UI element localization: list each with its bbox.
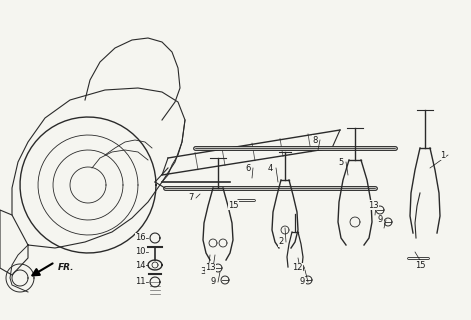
Text: 14: 14 bbox=[135, 260, 146, 269]
Text: 9: 9 bbox=[300, 277, 305, 286]
Text: 13: 13 bbox=[205, 263, 216, 273]
Text: 15: 15 bbox=[228, 201, 238, 210]
Text: 16: 16 bbox=[135, 234, 146, 243]
Text: 7: 7 bbox=[188, 194, 194, 203]
Text: 2: 2 bbox=[278, 237, 283, 246]
Text: 3: 3 bbox=[200, 268, 205, 276]
Text: 10: 10 bbox=[135, 247, 146, 257]
Text: 12: 12 bbox=[292, 263, 302, 273]
Text: 4: 4 bbox=[268, 164, 273, 172]
Text: 1: 1 bbox=[440, 150, 445, 159]
Text: FR.: FR. bbox=[58, 263, 74, 273]
Text: 13: 13 bbox=[368, 201, 379, 210]
Text: 9: 9 bbox=[378, 215, 383, 225]
Text: 6: 6 bbox=[245, 164, 251, 172]
Text: 15: 15 bbox=[415, 260, 425, 269]
Text: 11: 11 bbox=[135, 277, 146, 286]
Text: 5: 5 bbox=[338, 157, 343, 166]
Text: 8: 8 bbox=[312, 135, 317, 145]
Text: 9: 9 bbox=[210, 277, 215, 286]
